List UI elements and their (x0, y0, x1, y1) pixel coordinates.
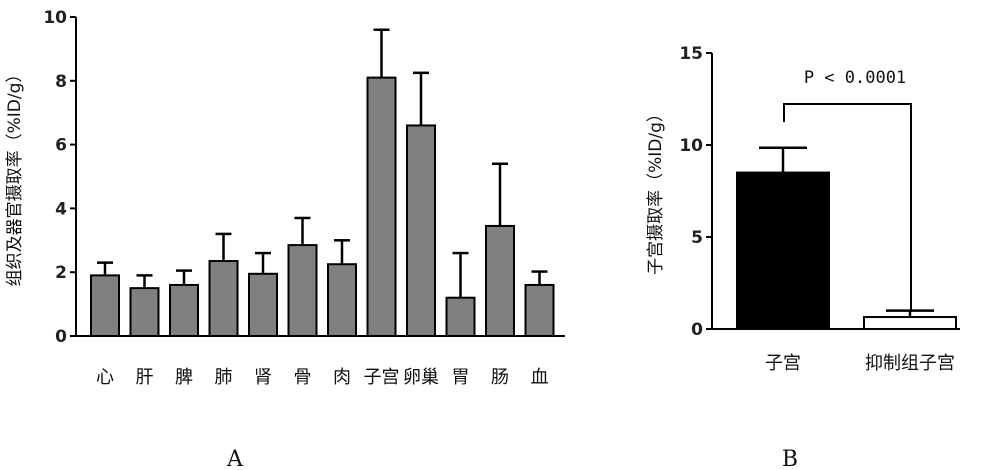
bar (407, 125, 435, 336)
x-tick-label: 骨 (294, 367, 312, 388)
y-tick-label: 10 (43, 8, 67, 28)
bar (526, 285, 554, 336)
chart-a-bars (91, 78, 554, 336)
bar (864, 317, 956, 329)
bar (210, 261, 238, 336)
x-tick-label: 心 (96, 367, 114, 388)
bar (170, 285, 198, 336)
x-tick-label: 肺 (215, 367, 233, 388)
chart-b: 子宫摄取率（%ID/g） 0 5 10 15 子宫 抑制组子宫 P < 0.0001 B (646, 44, 960, 470)
y-tick-label: 8 (55, 72, 67, 92)
x-tick-label: 子宫 (765, 353, 801, 374)
chart-a-error-bars (97, 30, 548, 298)
chart-b-x-tick-labels: 子宫 抑制组子宫 (765, 353, 955, 374)
x-tick-label: 血 (531, 367, 549, 388)
bar (91, 275, 119, 336)
bar (447, 298, 475, 336)
y-tick-label: 6 (55, 136, 67, 156)
chart-b-y-axis-label: 子宫摄取率（%ID/g） (646, 105, 666, 275)
p-value-annotation: P < 0.0001 (804, 68, 906, 88)
bar (289, 245, 317, 336)
x-tick-label: 抑制组子宫 (865, 353, 955, 374)
y-tick-label: 0 (55, 327, 67, 347)
x-tick-label: 肉 (333, 367, 351, 388)
x-tick-label: 脾 (175, 367, 193, 388)
x-tick-label: 肠 (491, 367, 509, 388)
bar (368, 78, 396, 336)
chart-b-bars (737, 173, 956, 329)
bar (328, 264, 356, 336)
y-tick-label: 0 (691, 320, 703, 340)
y-tick-label: 2 (55, 263, 67, 283)
bar (249, 274, 277, 336)
bar (486, 226, 514, 336)
y-tick-label: 4 (55, 199, 67, 219)
chart-a-x-tick-labels: 心 肝脾 肺肾 骨肉子宫卵巢胃肠 血 (96, 367, 549, 388)
chart-a-y-axis-label: 组织及器官摄取率（%ID/g） (5, 66, 25, 287)
x-tick-label: 肾 (254, 367, 272, 388)
x-tick-label: 子宫 (364, 367, 400, 388)
x-tick-label: 肝 (136, 367, 154, 388)
chart-a-y-ticks: 0 2 4 6 8 10 (43, 8, 76, 347)
chart-b-panel-label: B (782, 447, 798, 470)
chart-b-y-ticks: 0 5 10 15 (679, 44, 712, 340)
chart-a-panel-label: A (226, 447, 244, 470)
y-tick-label: 5 (691, 228, 703, 248)
bar (737, 173, 829, 329)
y-tick-label: 10 (679, 136, 703, 156)
chart-a: 组织及器官摄取率（%ID/g） 0 2 4 6 8 10 心 肝脾 肺肾 骨肉子宫卵巢胃肠 血 A (5, 8, 565, 470)
bar (131, 288, 159, 336)
x-tick-label: 胃 (452, 367, 470, 388)
y-tick-label: 15 (679, 44, 703, 64)
x-tick-label: 卵巢 (403, 367, 439, 388)
